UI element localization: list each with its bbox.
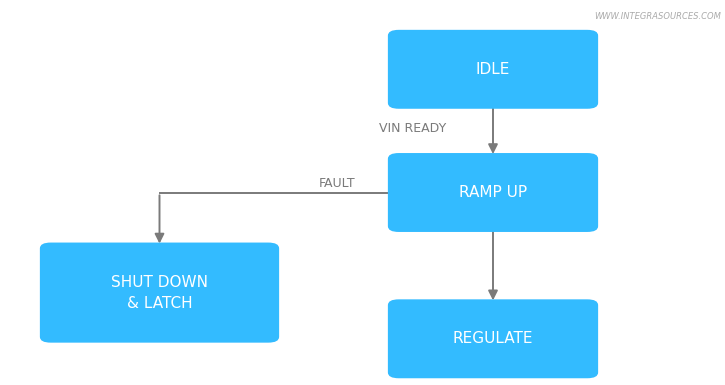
Text: IDLE: IDLE [476, 62, 510, 77]
Text: FAULT: FAULT [319, 177, 355, 190]
Text: VIN READY: VIN READY [378, 122, 446, 136]
FancyBboxPatch shape [388, 300, 598, 378]
Text: REGULATE: REGULATE [452, 331, 534, 346]
Text: SHUT DOWN
& LATCH: SHUT DOWN & LATCH [111, 275, 208, 311]
Text: RAMP UP: RAMP UP [459, 185, 527, 200]
FancyBboxPatch shape [40, 243, 279, 343]
FancyBboxPatch shape [388, 30, 598, 109]
Text: WWW.INTEGRASOURCES.COM: WWW.INTEGRASOURCES.COM [594, 12, 721, 20]
FancyBboxPatch shape [388, 153, 598, 232]
